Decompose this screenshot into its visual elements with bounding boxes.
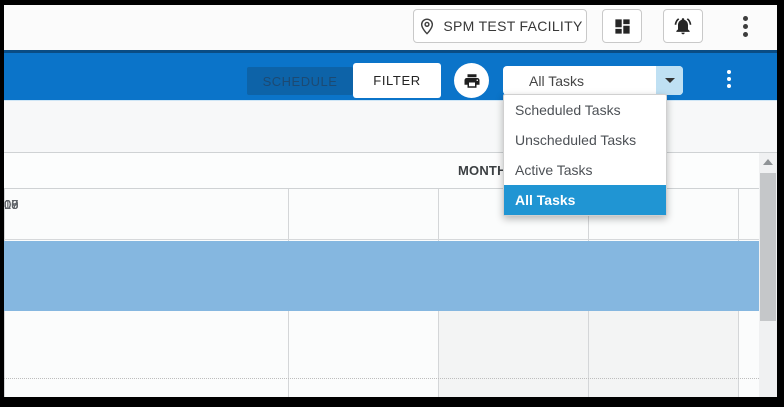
- task-filter-dropdown: Scheduled Tasks Unscheduled Tasks Active…: [503, 94, 667, 216]
- day-header: 08: [4, 197, 19, 212]
- scrollbar-up-button[interactable]: [759, 153, 777, 170]
- filter-button[interactable]: FILTER: [353, 63, 441, 98]
- top-bar: SPM TEST FACILITY: [4, 5, 777, 50]
- dashboard-grid-icon: [613, 17, 632, 36]
- dashboard-button[interactable]: [602, 9, 642, 43]
- month-row-top-line: [4, 152, 777, 153]
- dropdown-item-unscheduled-tasks[interactable]: Unscheduled Tasks: [515, 132, 637, 148]
- schedule-button[interactable]: SCHEDULE: [247, 67, 353, 95]
- bell-ringing-icon: [673, 16, 693, 36]
- notifications-button[interactable]: [663, 9, 703, 43]
- select-arrow-zone[interactable]: [656, 66, 683, 95]
- task-filter-value: All Tasks: [529, 72, 584, 89]
- vertical-scrollbar[interactable]: [759, 153, 777, 397]
- day-row-top-line: [4, 188, 759, 189]
- kebab-dot: [742, 23, 748, 29]
- blue-toolbar: SCHEDULE FILTER All Tasks: [4, 50, 777, 101]
- printer-icon: [463, 72, 481, 90]
- location-pin-icon: [417, 15, 437, 37]
- kebab-dot: [727, 84, 731, 88]
- caret-down-icon: [664, 78, 675, 83]
- dropdown-item-scheduled-tasks[interactable]: Scheduled Tasks: [515, 102, 621, 118]
- facility-button-label: SPM TEST FACILITY: [443, 18, 583, 34]
- day-header: 07: [4, 197, 19, 212]
- task-filter-select[interactable]: All Tasks: [503, 66, 683, 95]
- kebab-dot: [742, 31, 748, 37]
- app-screen: SPM TEST FACILITY: [4, 5, 777, 397]
- toolbar-overflow-menu[interactable]: [719, 67, 739, 91]
- dropdown-item-all-tasks[interactable]: All Tasks: [504, 185, 666, 215]
- print-button[interactable]: [454, 63, 489, 98]
- scrollbar-thumb[interactable]: [760, 173, 776, 321]
- band-top-line: [4, 239, 759, 240]
- dropdown-item-active-tasks[interactable]: Active Tasks: [515, 162, 593, 178]
- topbar-overflow-menu[interactable]: [735, 9, 755, 43]
- day-header: 06: [4, 197, 19, 212]
- kebab-dots-icon: [742, 15, 748, 21]
- facility-button[interactable]: SPM TEST FACILITY: [413, 9, 587, 43]
- day-header: 09: [4, 197, 19, 212]
- day-header: 10: [4, 197, 19, 212]
- calendar-grid: 06 07 08 09 10: [4, 189, 759, 397]
- kebab-dots-icon: [727, 70, 731, 74]
- event-band[interactable]: [4, 241, 759, 311]
- dotted-separator: [4, 378, 759, 379]
- caret-up-icon: [763, 158, 773, 165]
- view-label: MONTH: [458, 163, 507, 178]
- kebab-dot: [727, 77, 731, 81]
